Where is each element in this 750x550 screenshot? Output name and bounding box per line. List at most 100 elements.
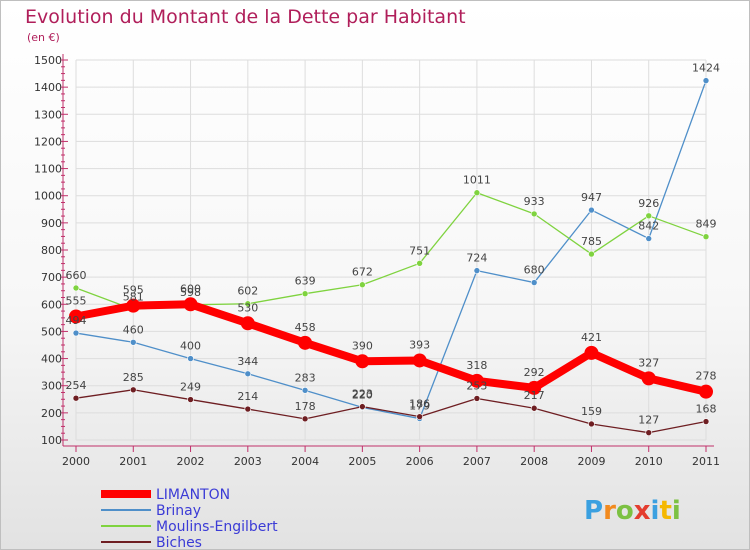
data-point-brinay bbox=[702, 77, 710, 84]
logo-letter: r bbox=[603, 496, 616, 526]
data-label-limanton: 318 bbox=[466, 359, 487, 372]
data-label-biches: 223 bbox=[352, 388, 373, 401]
data-label-biches: 186 bbox=[409, 398, 430, 411]
data-label-biches: 168 bbox=[696, 403, 717, 416]
x-tick-label: 2005 bbox=[348, 455, 376, 468]
data-point-moulins-engilbert bbox=[473, 189, 481, 197]
y-tick-label: 900 bbox=[41, 217, 62, 230]
x-tick-label: 2002 bbox=[177, 455, 205, 468]
y-tick-label: 500 bbox=[41, 325, 62, 338]
data-label-moulins-engilbert: 926 bbox=[638, 197, 659, 210]
y-tick-label: 1200 bbox=[34, 135, 62, 148]
data-label-limanton: 390 bbox=[352, 339, 373, 352]
data-point-moulins-engilbert bbox=[530, 210, 538, 218]
data-point-biches bbox=[359, 403, 366, 410]
series-lines bbox=[69, 77, 713, 436]
data-label-biches: 178 bbox=[295, 400, 316, 413]
data-point-limanton bbox=[699, 384, 713, 399]
brand-logo: Proxiti bbox=[584, 496, 681, 526]
data-label-brinay: 179 bbox=[409, 400, 430, 413]
data-point-biches bbox=[244, 405, 252, 413]
data-label-biches: 254 bbox=[66, 379, 87, 392]
legend-label: Biches bbox=[156, 535, 202, 550]
data-point-biches bbox=[530, 404, 538, 412]
data-label-moulins-engilbert: 751 bbox=[409, 244, 430, 257]
logo-letter: x bbox=[634, 496, 651, 526]
data-label-brinay: 724 bbox=[466, 252, 487, 265]
data-point-biches bbox=[129, 386, 137, 394]
x-tick-label: 2009 bbox=[577, 455, 605, 468]
y-tick-label: 1000 bbox=[34, 190, 62, 203]
data-point-brinay bbox=[187, 355, 194, 362]
data-label-biches: 217 bbox=[524, 389, 545, 402]
data-label-limanton: 595 bbox=[123, 284, 144, 297]
data-label-limanton: 530 bbox=[237, 301, 258, 314]
y-tick-label: 600 bbox=[41, 298, 62, 311]
legend-label: Moulins-Engilbert bbox=[156, 519, 278, 535]
axes: 100 200 300 400 500 600 700 800 900 1000 1100 1200 1… bbox=[34, 54, 720, 468]
data-label-moulins-engilbert: 1011 bbox=[463, 174, 491, 187]
x-tick-label: 2007 bbox=[463, 455, 491, 468]
chart-subtitle: (en €) bbox=[27, 31, 60, 44]
x-tick-label: 2006 bbox=[406, 455, 434, 468]
data-point-limanton bbox=[298, 335, 313, 350]
data-point-limanton bbox=[355, 354, 370, 369]
data-label-brinay: 460 bbox=[123, 323, 144, 336]
data-label-moulins-engilbert: 933 bbox=[524, 195, 545, 208]
data-point-moulins-engilbert bbox=[72, 284, 80, 292]
data-label-limanton: 555 bbox=[66, 295, 87, 308]
data-label-brinay: 220 bbox=[352, 388, 373, 401]
data-label-brinay: 494 bbox=[66, 314, 87, 327]
data-label-brinay: 400 bbox=[180, 340, 201, 353]
data-label-moulins-engilbert: 581 bbox=[123, 290, 144, 303]
data-point-limanton bbox=[240, 316, 255, 331]
y-tick-label: 200 bbox=[41, 407, 62, 420]
x-tick-label: 2010 bbox=[635, 455, 663, 468]
data-point-biches bbox=[645, 429, 653, 436]
data-label-moulins-engilbert: 672 bbox=[352, 266, 373, 279]
data-point-brinay bbox=[473, 267, 481, 274]
data-point-brinay bbox=[530, 279, 538, 286]
series-line-limanton bbox=[72, 300, 710, 396]
y-tick-label: 400 bbox=[41, 353, 62, 366]
data-label-biches: 285 bbox=[123, 371, 144, 384]
data-point-biches bbox=[72, 394, 80, 402]
data-label-brinay: 283 bbox=[295, 371, 316, 384]
data-point-limanton bbox=[412, 353, 427, 368]
x-tick-label: 2004 bbox=[291, 455, 319, 468]
data-point-biches bbox=[473, 395, 481, 402]
y-tick-label: 1300 bbox=[34, 108, 62, 121]
data-point-moulins-engilbert bbox=[702, 233, 710, 240]
data-label-limanton: 327 bbox=[638, 356, 659, 369]
data-labels: 494 460 400 344 283 220 179 724 680 947 842 1424 660… bbox=[66, 62, 721, 427]
data-label-moulins-engilbert: 602 bbox=[237, 285, 258, 298]
data-point-brinay bbox=[244, 370, 252, 378]
data-point-brinay bbox=[301, 387, 309, 394]
data-point-moulins-engilbert bbox=[416, 259, 423, 267]
data-point-limanton bbox=[469, 373, 484, 388]
data-label-brinay: 680 bbox=[524, 264, 545, 277]
data-label-brinay: 947 bbox=[581, 191, 602, 204]
legend-label: LIMANTON bbox=[156, 487, 230, 503]
y-tick-label: 300 bbox=[41, 380, 62, 393]
x-tick-label: 2001 bbox=[119, 455, 147, 468]
data-point-moulins-engilbert bbox=[645, 212, 653, 220]
logo-letter: o bbox=[616, 496, 634, 526]
logo-letter: i bbox=[672, 496, 681, 526]
x-tick-label: 2008 bbox=[520, 455, 548, 468]
data-label-moulins-engilbert: 785 bbox=[581, 235, 602, 248]
y-tick-label: 700 bbox=[41, 271, 62, 284]
y-tick-label: 100 bbox=[41, 434, 62, 447]
logo-wordmark: Proxiti bbox=[584, 496, 681, 526]
data-point-limanton bbox=[641, 371, 656, 386]
logo-letter: t bbox=[659, 496, 671, 526]
data-label-biches: 253 bbox=[466, 379, 487, 392]
x-tick-label: 2003 bbox=[234, 455, 262, 468]
data-point-limanton bbox=[527, 380, 542, 395]
data-label-biches: 214 bbox=[237, 390, 258, 403]
y-tick-label: 800 bbox=[41, 244, 62, 257]
data-point-biches bbox=[301, 415, 309, 423]
